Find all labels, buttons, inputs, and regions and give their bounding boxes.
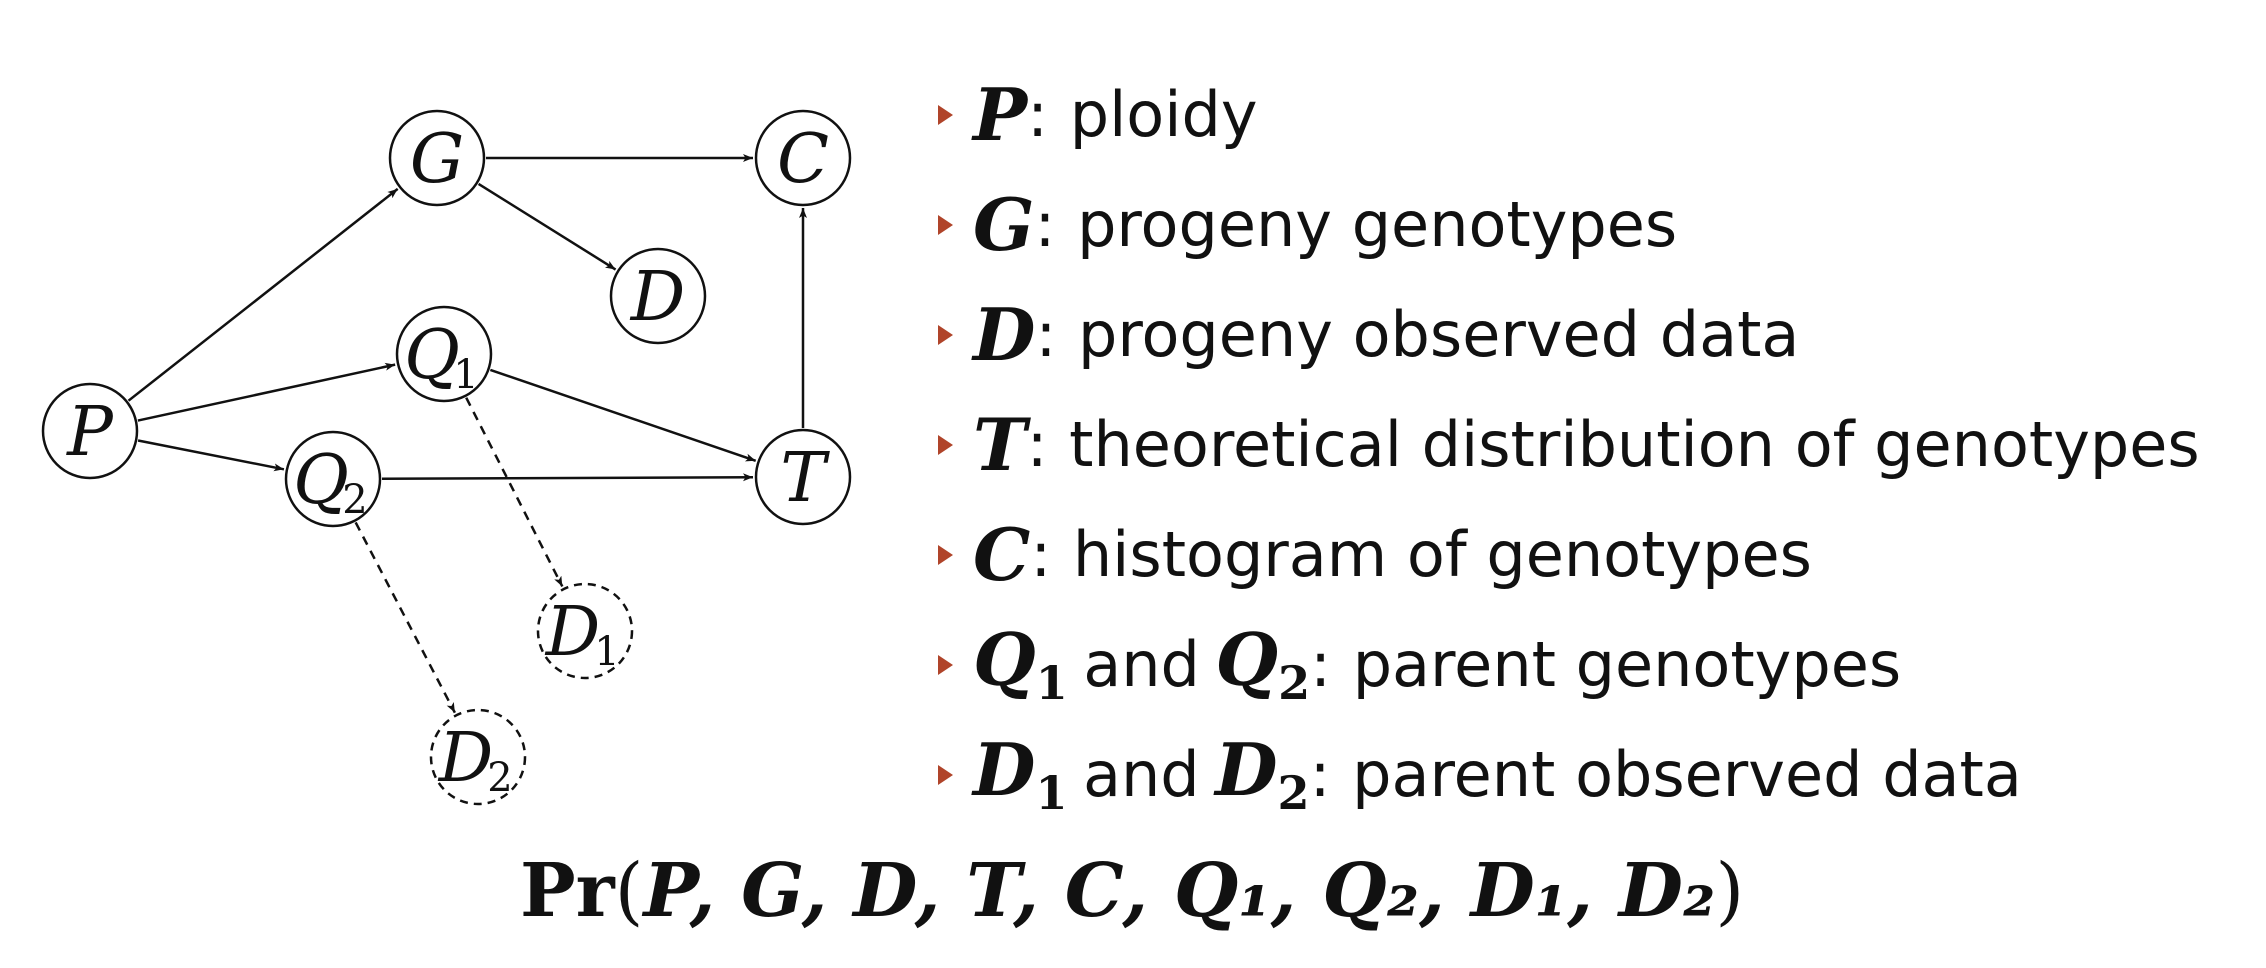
formula-open-paren: ( [614,848,644,934]
node-subscript-d2: 2 [487,755,512,801]
legend-symbol-second: Q2 [1215,617,1311,710]
triangle-bullet-icon [938,435,953,455]
node-q1: Q1 [395,305,493,403]
node-circle-d2 [429,708,527,806]
legend-colon: : [1309,738,1331,811]
legend-colon: : [1027,78,1049,151]
node-d2: D2 [429,708,527,806]
triangle-bullet-icon [938,325,953,345]
triangle-bullet-icon [938,105,953,125]
legend-description: progeny observed data [1078,298,1800,371]
legend-item: C: histogram of genotypes [938,500,2258,610]
legend-item: G: progeny genotypes [938,170,2258,280]
node-label-q2: Q [293,441,349,520]
node-circle-p [41,382,139,480]
node-circle-c [754,109,852,207]
legend-symbol-second: D2 [1215,727,1310,820]
edge-q1-to-d1 [465,397,564,588]
node-label-t: T [780,439,830,518]
legend-description: ploidy [1069,78,1258,151]
legend-colon: : [1034,188,1056,261]
node-label-d1: D [544,593,601,672]
legend-symbol: P [973,72,1028,157]
formula-close-paren: ) [1715,848,1745,934]
legend-description: parent observed data [1352,738,2022,811]
variable-legend: P: ploidy G: progeny genotypes D: progeny obs… [938,60,2258,830]
node-label-g: G [410,120,464,199]
legend-colon: : [1030,518,1052,591]
legend-symbol: T [973,402,1027,487]
legend-description: progeny genotypes [1077,188,1678,261]
node-label-c: C [777,120,829,199]
edge-p-to-q2 [137,439,285,472]
node-label-p: P [65,393,114,472]
node-t: T [754,428,852,526]
node-label-q1: Q [404,316,460,395]
node-q2: Q2 [284,430,382,528]
legend-item: P: ploidy [938,60,2258,170]
edges [127,154,807,714]
node-label-d: D [629,258,686,337]
joint-probability-formula: Pr(P, G, D, T, C, Q₁, Q₂, D₁, D₂) [520,848,1820,934]
node-c: C [754,109,852,207]
legend-symbol: D1 [973,727,1068,820]
edge-q2-to-d2 [354,521,456,714]
node-g: G [388,109,486,207]
triangle-bullet-icon [938,215,953,235]
node-circle-q1 [395,305,493,403]
node-circle-d [609,247,707,345]
legend-item: D: progeny observed data [938,280,2258,390]
legend-symbol-subscript: 1 [1035,655,1068,710]
node-d: D [609,247,707,345]
legend-item: D1 and D2: parent observed data [938,720,2258,830]
node-p: P [41,382,139,480]
formula-arguments: P, G, D, T, C, Q₁, Q₂, D₁, D₂ [643,848,1716,934]
node-circle-g [388,109,486,207]
legend-symbol: D [973,292,1036,377]
legend-description: theoretical distribution of genotypes [1069,408,2200,481]
triangle-bullet-icon [938,545,953,565]
legend-item: T: theoretical distribution of genotypes [938,390,2258,500]
edge-q1-to-t [489,368,757,462]
legend-colon: : [1310,628,1332,701]
legend-symbol: C [973,512,1031,597]
legend-description: parent genotypes [1352,628,1902,701]
node-d1: D1 [536,582,634,680]
legend-symbol-second-subscript: 2 [1278,655,1311,710]
legend-colon: : [1035,298,1057,371]
legend-conjunction: and [1082,738,1200,811]
triangle-bullet-icon [938,765,953,785]
node-subscript-q2: 2 [342,477,367,523]
formula-operator: Pr [520,848,615,934]
legend-item: Q1 and Q2: parent genotypes [938,610,2258,720]
node-circle-d1 [536,582,634,680]
legend-symbol: G [973,182,1035,267]
edge-g-to-d [477,182,617,271]
node-circle-t [754,428,852,526]
legend-description: histogram of genotypes [1072,518,1812,591]
node-subscript-d1: 1 [594,629,619,675]
node-label-d2: D [437,719,494,798]
legend-symbol: Q1 [973,617,1068,710]
edge-q2-to-t [381,473,754,482]
legend-symbol-subscript: 1 [1035,765,1068,820]
legend-symbol-second-subscript: 2 [1277,765,1310,820]
legend-conjunction: and [1083,628,1200,701]
edge-p-to-g [127,187,399,402]
node-subscript-q1: 1 [453,352,478,398]
legend-colon: : [1026,408,1048,481]
edge-p-to-q1 [137,362,396,422]
triangle-bullet-icon [938,655,953,675]
node-circle-q2 [284,430,382,528]
